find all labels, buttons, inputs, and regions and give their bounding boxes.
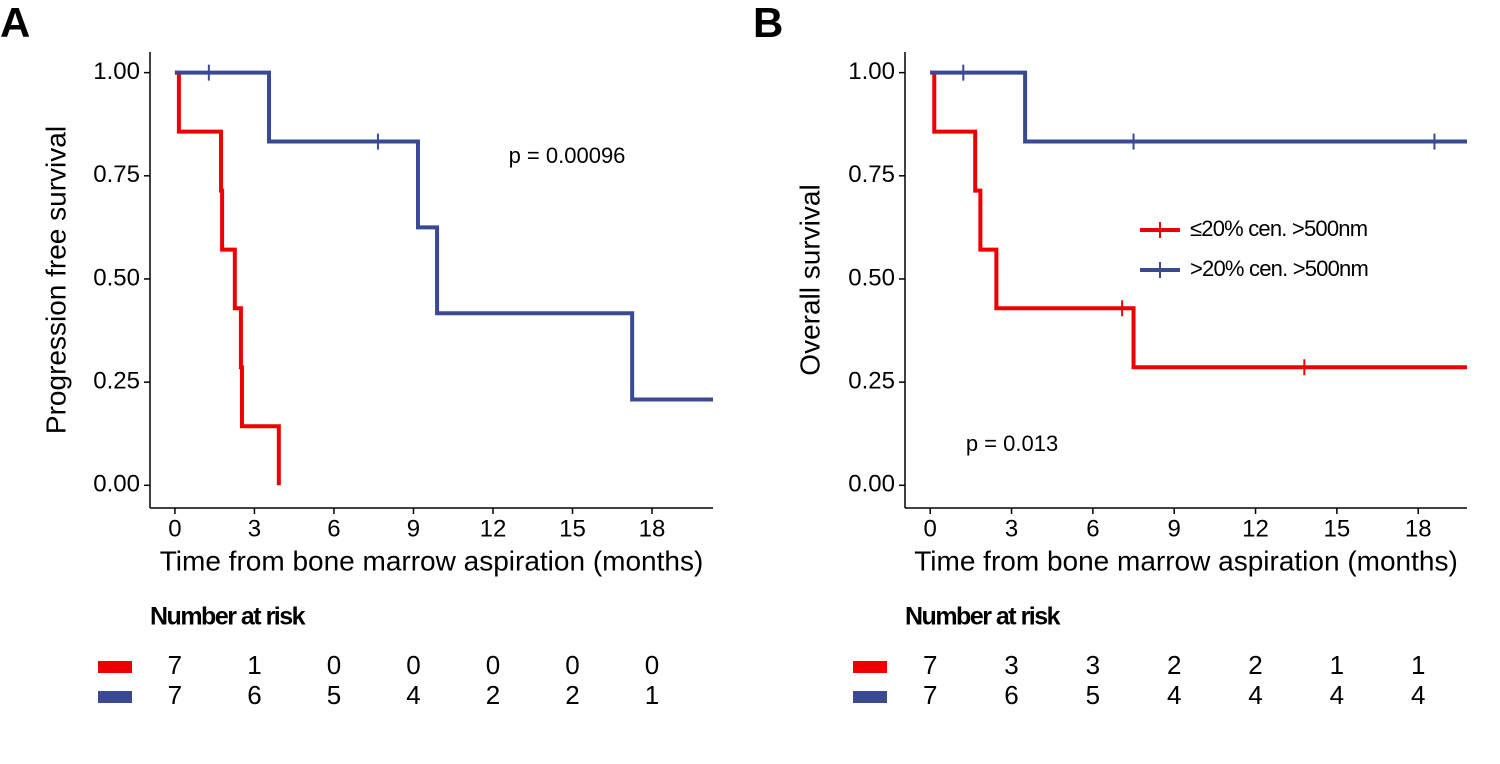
y-axis-title: Overall survival bbox=[794, 184, 825, 375]
panel-label: B bbox=[753, 0, 783, 46]
x-tick-label: 0 bbox=[168, 515, 181, 542]
risk-count: 5 bbox=[327, 680, 341, 710]
risk-count: 3 bbox=[1086, 650, 1100, 680]
y-tick-label: 0.00 bbox=[848, 471, 895, 498]
x-tick-label: 3 bbox=[1005, 515, 1018, 542]
risk-count: 6 bbox=[1004, 680, 1018, 710]
risk-count: 1 bbox=[645, 680, 659, 710]
risk-count: 4 bbox=[1167, 680, 1181, 710]
y-tick-label: 0.50 bbox=[848, 264, 895, 291]
risk-row-key bbox=[853, 691, 887, 703]
risk-count: 2 bbox=[486, 680, 500, 710]
risk-count: 2 bbox=[1167, 650, 1181, 680]
x-axis-title: Time from bone marrow aspiration (months… bbox=[160, 545, 704, 576]
risk-count: 6 bbox=[247, 680, 261, 710]
risk-count: 0 bbox=[565, 650, 579, 680]
survival-curve bbox=[174, 70, 713, 402]
survival-curve bbox=[174, 70, 281, 486]
y-axis-title: Progression free survival bbox=[40, 126, 71, 434]
x-tick-label: 15 bbox=[1324, 515, 1351, 542]
risk-count: 4 bbox=[1248, 680, 1262, 710]
y-tick-label: 0.25 bbox=[93, 367, 140, 394]
x-tick-label: 15 bbox=[559, 515, 586, 542]
x-axis-title: Time from bone marrow aspiration (months… bbox=[914, 545, 1458, 576]
legend-label: ≤20% cen. >500nm bbox=[1190, 216, 1367, 241]
risk-row-key bbox=[98, 691, 132, 703]
x-tick-label: 0 bbox=[924, 515, 937, 542]
risk-row-key bbox=[98, 661, 132, 673]
risk-count: 1 bbox=[1411, 650, 1425, 680]
y-tick-label: 1.00 bbox=[848, 58, 895, 85]
risk-count: 2 bbox=[1248, 650, 1262, 680]
risk-count: 7 bbox=[923, 650, 937, 680]
risk-row-key bbox=[853, 661, 887, 673]
risk-count: 0 bbox=[486, 650, 500, 680]
risk-count: 1 bbox=[247, 650, 261, 680]
y-tick-label: 0.75 bbox=[848, 161, 895, 188]
x-tick-label: 12 bbox=[1242, 515, 1269, 542]
survival-curve bbox=[930, 70, 1467, 144]
p-value: p = 0.013 bbox=[966, 431, 1058, 456]
risk-count: 3 bbox=[1004, 650, 1018, 680]
x-tick-label: 6 bbox=[1086, 515, 1099, 542]
x-tick-label: 9 bbox=[407, 515, 420, 542]
legend-label: >20% cen. >500nm bbox=[1190, 256, 1368, 281]
y-tick-label: 0.50 bbox=[93, 264, 140, 291]
risk-table-title: Number at risk bbox=[150, 603, 306, 631]
x-tick-label: 3 bbox=[248, 515, 261, 542]
survival-curve bbox=[930, 70, 1467, 370]
x-tick-label: 9 bbox=[1168, 515, 1181, 542]
x-tick-label: 18 bbox=[639, 515, 666, 542]
risk-count: 7 bbox=[168, 650, 182, 680]
risk-count: 2 bbox=[565, 680, 579, 710]
risk-count: 5 bbox=[1086, 680, 1100, 710]
p-value: p = 0.00096 bbox=[509, 143, 626, 168]
y-tick-label: 1.00 bbox=[93, 58, 140, 85]
risk-count: 4 bbox=[1330, 680, 1344, 710]
x-tick-label: 18 bbox=[1405, 515, 1432, 542]
panel-label: A bbox=[0, 0, 30, 46]
y-tick-label: 0.75 bbox=[93, 161, 140, 188]
risk-count: 0 bbox=[406, 650, 420, 680]
risk-count: 0 bbox=[645, 650, 659, 680]
risk-count: 7 bbox=[168, 680, 182, 710]
x-tick-label: 6 bbox=[327, 515, 340, 542]
y-tick-label: 0.00 bbox=[93, 471, 140, 498]
risk-count: 4 bbox=[1411, 680, 1425, 710]
y-tick-label: 0.25 bbox=[848, 367, 895, 394]
x-tick-label: 12 bbox=[480, 515, 507, 542]
risk-count: 1 bbox=[1330, 650, 1344, 680]
risk-count: 4 bbox=[406, 680, 420, 710]
risk-count: 0 bbox=[327, 650, 341, 680]
risk-table-title: Number at risk bbox=[905, 603, 1061, 631]
risk-count: 7 bbox=[923, 680, 937, 710]
